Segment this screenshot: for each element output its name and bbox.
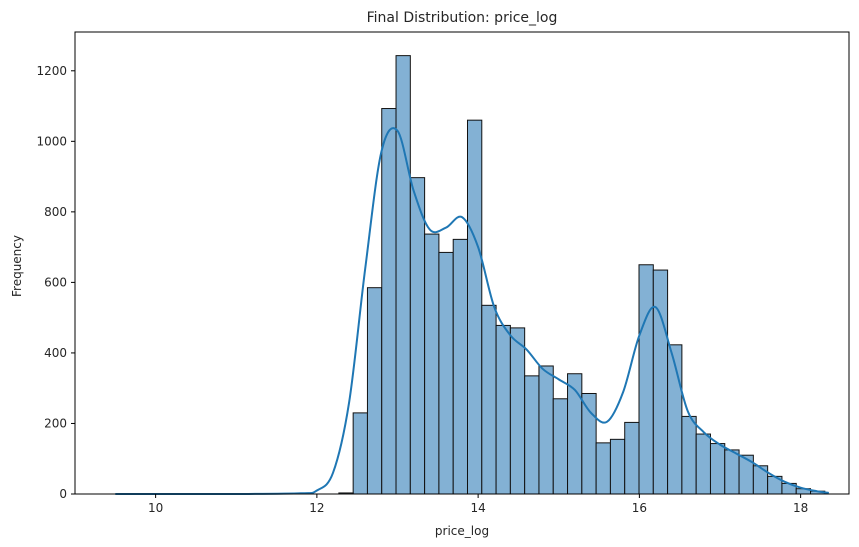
histogram-bar <box>709 443 726 495</box>
x-tick-label: 10 <box>148 501 163 515</box>
x-tick-label: 16 <box>632 501 647 515</box>
histogram-bar <box>481 304 497 495</box>
histogram-bar <box>366 287 383 495</box>
x-tick-label: 14 <box>470 501 485 515</box>
histogram-bar <box>381 108 397 495</box>
histogram-bar <box>352 412 368 495</box>
x-axis-label: price_log <box>435 524 489 538</box>
x-tick-label: 18 <box>793 501 808 515</box>
histogram-bar <box>624 421 640 495</box>
histogram-bar <box>524 375 540 495</box>
histogram-bar <box>409 177 426 495</box>
histogram-bar <box>495 324 511 495</box>
histogram-bar <box>424 233 440 495</box>
y-tick-label: 400 <box>44 346 67 360</box>
histogram-bar <box>567 373 583 495</box>
histogram-bar <box>552 398 569 495</box>
histogram-bars <box>338 55 826 495</box>
histogram-bar <box>452 238 468 495</box>
histogram-bar <box>652 269 669 495</box>
histogram-bar <box>538 365 554 495</box>
chart-title: Final Distribution: price_log <box>367 10 558 26</box>
histogram-bar <box>609 438 626 495</box>
histogram-bar <box>724 449 740 495</box>
histogram-bar <box>581 392 597 495</box>
histogram-bar <box>395 55 411 495</box>
histogram-bar <box>595 442 611 495</box>
y-tick-label: 800 <box>44 205 67 219</box>
y-tick-label: 1000 <box>36 134 67 148</box>
y-tick-label: 1200 <box>36 64 67 78</box>
y-tick-label: 200 <box>44 416 67 430</box>
histogram-bar <box>509 327 526 495</box>
plot-frame <box>74 31 850 495</box>
y-tick-label: 0 <box>59 487 67 501</box>
x-tick-label: 12 <box>309 501 324 515</box>
histogram-bar <box>695 433 711 495</box>
histogram-bar <box>466 119 483 495</box>
x-axis-ticks: 10 12 14 16 18 <box>148 494 808 515</box>
histogram-bar <box>638 264 654 495</box>
y-axis-label: Frequency <box>10 235 24 297</box>
kde-curve <box>115 127 829 496</box>
histogram-bar <box>438 251 454 495</box>
y-axis-ticks: 0 200 400 600 800 1000 1200 <box>36 64 75 501</box>
y-tick-label: 600 <box>44 275 67 289</box>
histogram-bar <box>681 415 697 495</box>
